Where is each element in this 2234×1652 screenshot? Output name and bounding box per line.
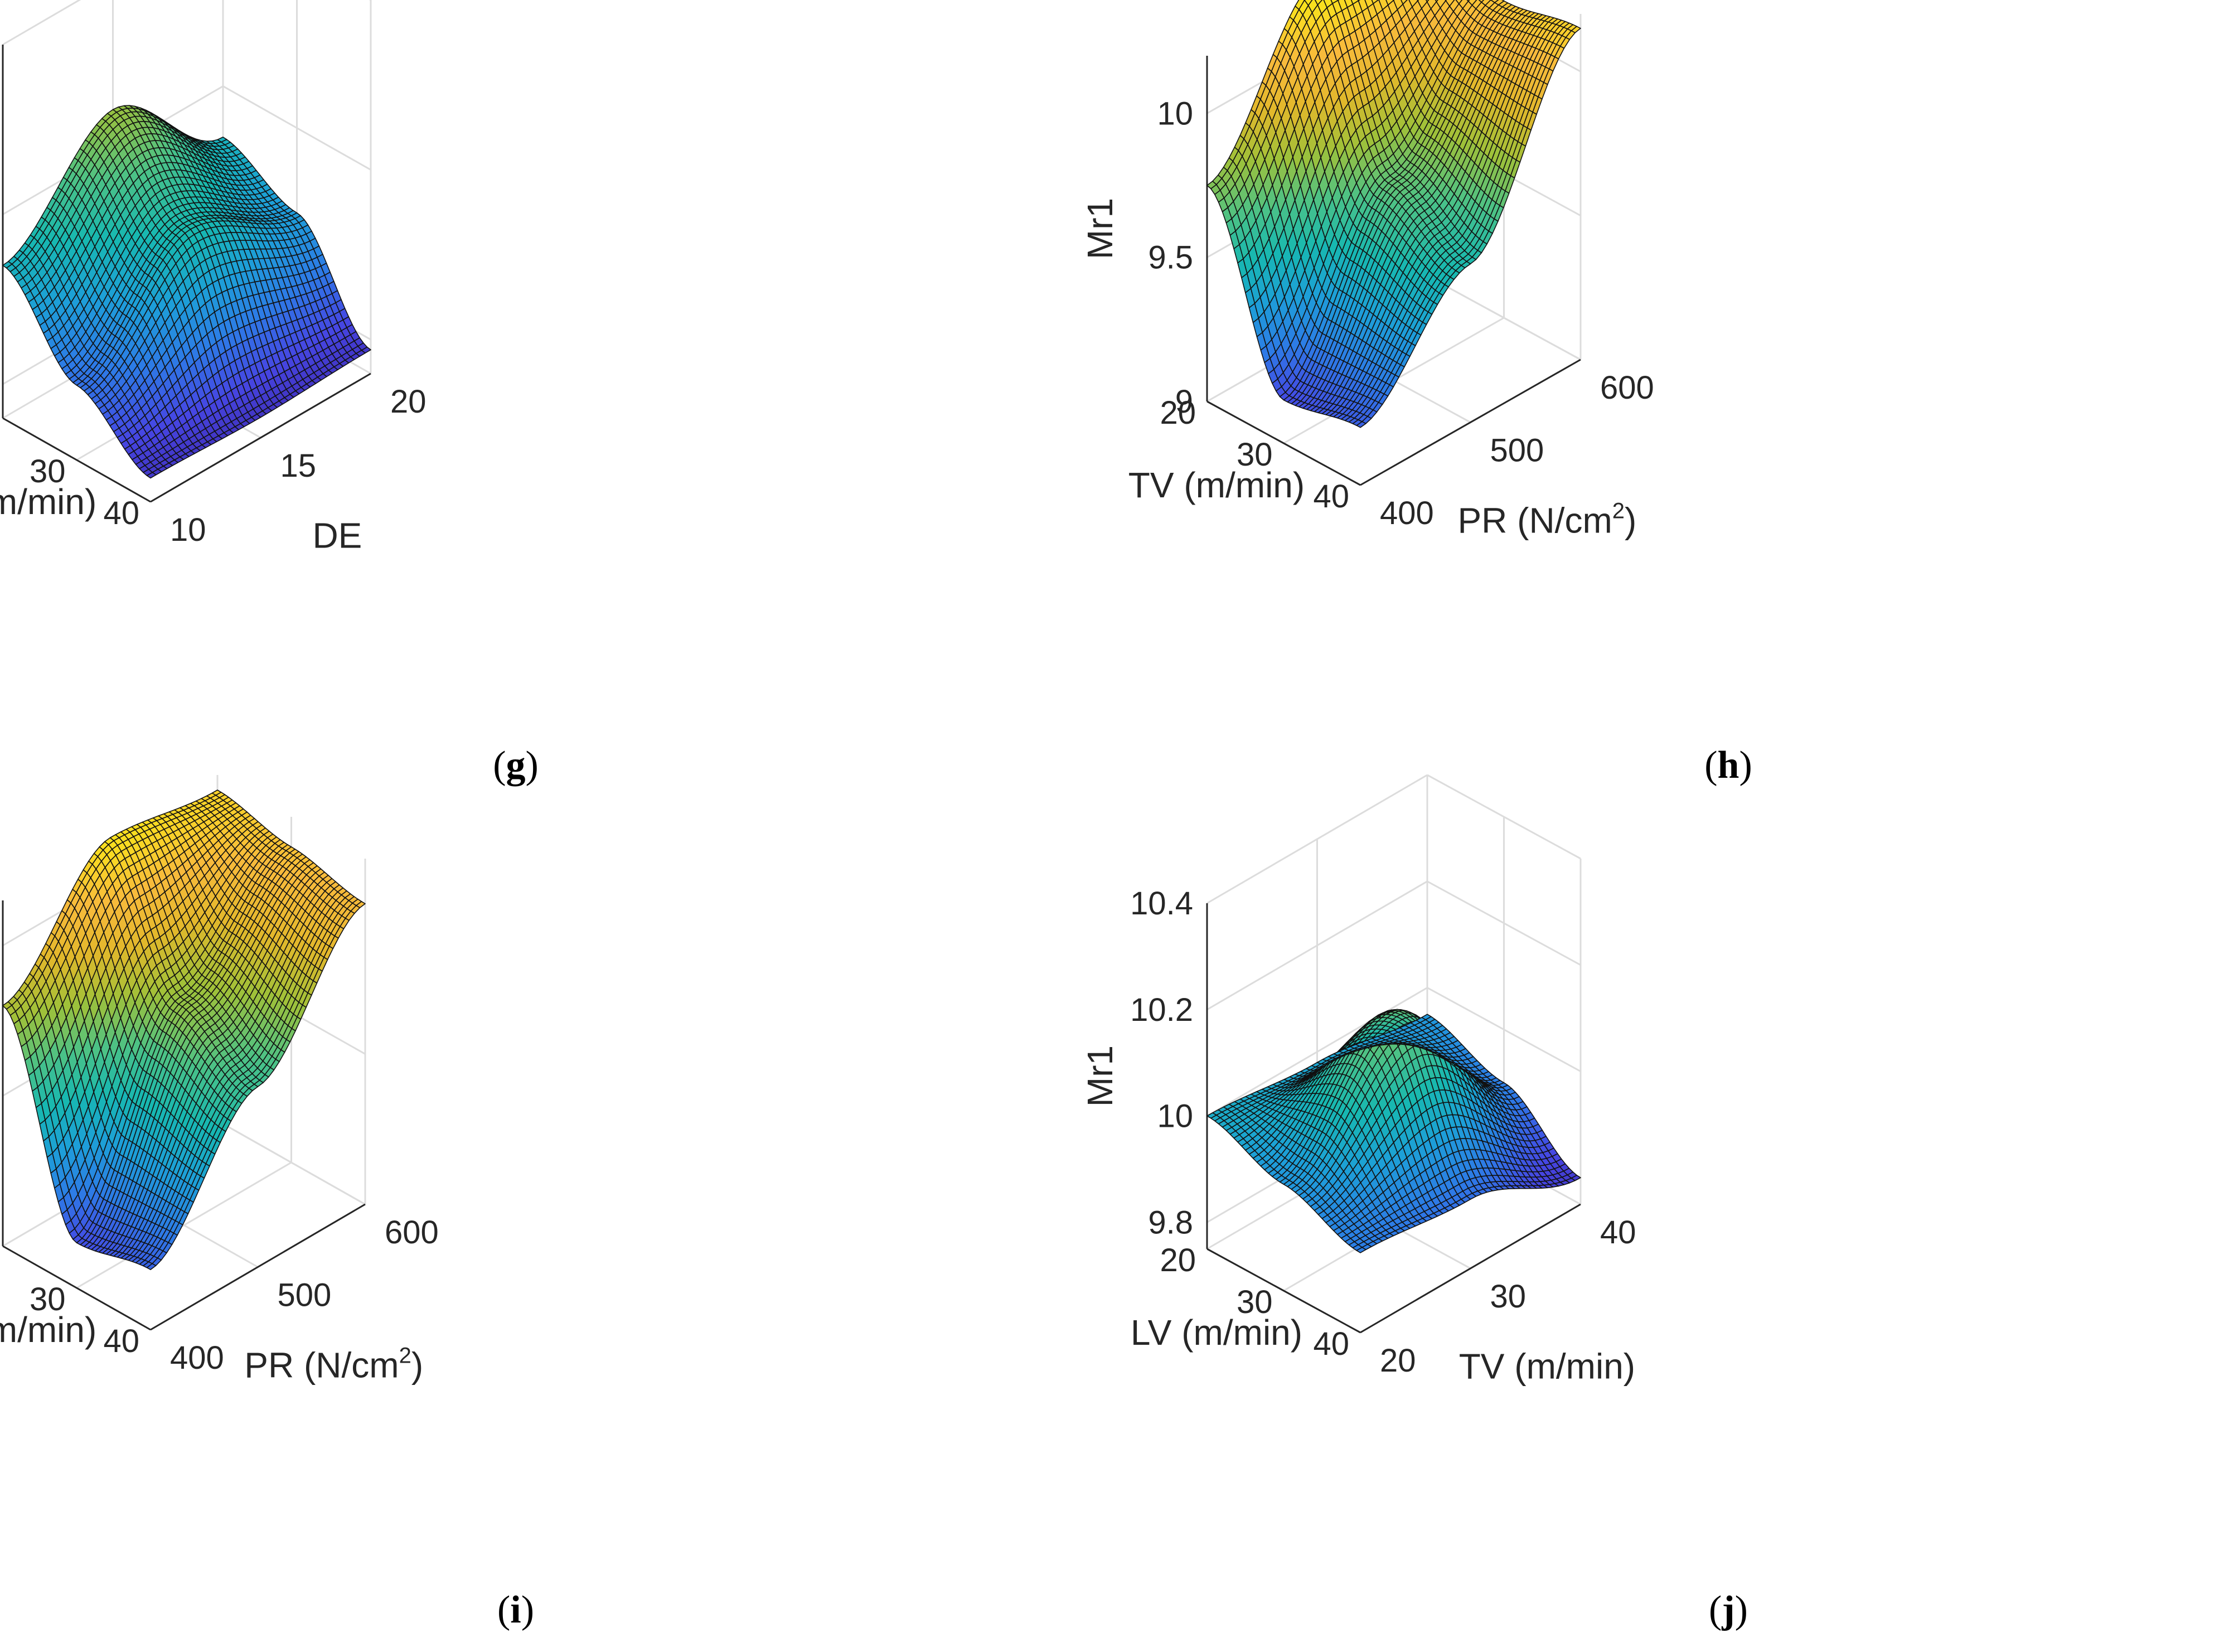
caption-close-g: ) bbox=[526, 744, 539, 787]
axis-x-g bbox=[2, 417, 151, 503]
y-label-h: PR (N/cm2) bbox=[1457, 499, 1636, 541]
y-tick-i-2: 600 bbox=[385, 1214, 439, 1251]
y-tick-i-1: 500 bbox=[278, 1277, 332, 1314]
x-tick-i-0: 40 bbox=[103, 1323, 139, 1359]
y-label-i: PR (N/cm2) bbox=[244, 1344, 423, 1385]
y-label-g: DE bbox=[312, 515, 362, 555]
caption-close-h: ) bbox=[1739, 744, 1752, 787]
x-tick-h-0: 40 bbox=[1313, 478, 1349, 515]
x-label-g: LV (m/min) bbox=[0, 482, 96, 522]
caption-letter-i: i bbox=[510, 1588, 521, 1631]
z-tick-h-2: 10 bbox=[1157, 95, 1193, 132]
x-label-i: LV (m/min) bbox=[0, 1310, 96, 1350]
x-label-h: TV (m/min) bbox=[1128, 465, 1305, 505]
caption-letter-h: h bbox=[1718, 744, 1739, 787]
caption-i: (i) bbox=[497, 1588, 534, 1631]
y-tick-h-0: 400 bbox=[1380, 495, 1434, 531]
y-label-sup-h: 2 bbox=[1612, 499, 1625, 524]
surface-g bbox=[2, 105, 371, 479]
chart-g: 4030201015209.51010.5LV (m/min)DEMr1(g) bbox=[0, 0, 539, 787]
z-label-h: Mr1 bbox=[1080, 198, 1120, 259]
z-tick-h-1: 9.5 bbox=[1148, 240, 1193, 276]
caption-close-i: ) bbox=[521, 1588, 534, 1631]
caption-open-h: ( bbox=[1704, 744, 1717, 787]
y-tick-h-1: 500 bbox=[1490, 433, 1544, 469]
y-tick-h-2: 600 bbox=[1600, 370, 1654, 406]
y-label-sup-i: 2 bbox=[399, 1344, 411, 1368]
x-tick-g-0: 40 bbox=[103, 495, 139, 531]
y-label-tail-h: ) bbox=[1625, 501, 1636, 541]
axis-y-g bbox=[150, 372, 371, 503]
surface-i bbox=[2, 789, 366, 1270]
caption-letter-g: g bbox=[506, 744, 526, 787]
caption-g: (g) bbox=[493, 744, 539, 787]
z-tick-h-0: 9 bbox=[1175, 384, 1193, 420]
y-tick-g-1: 15 bbox=[280, 448, 317, 484]
y-tick-i-0: 400 bbox=[170, 1340, 224, 1376]
y-tick-g-0: 10 bbox=[170, 512, 206, 548]
caption-h: (h) bbox=[1704, 744, 1752, 787]
y-label-tail-i: ) bbox=[411, 1345, 423, 1385]
surface-h bbox=[1206, 0, 1581, 428]
wall-grid-z-b-2 bbox=[2, 0, 81, 46]
caption-open-g: ( bbox=[493, 744, 506, 787]
caption-open-i: ( bbox=[497, 1588, 510, 1631]
wall-grid-z-a-1 bbox=[222, 85, 371, 171]
y-tick-g-2: 20 bbox=[390, 384, 427, 420]
